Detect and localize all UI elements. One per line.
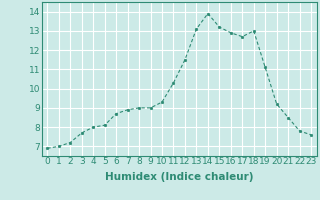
X-axis label: Humidex (Indice chaleur): Humidex (Indice chaleur) — [105, 172, 253, 182]
